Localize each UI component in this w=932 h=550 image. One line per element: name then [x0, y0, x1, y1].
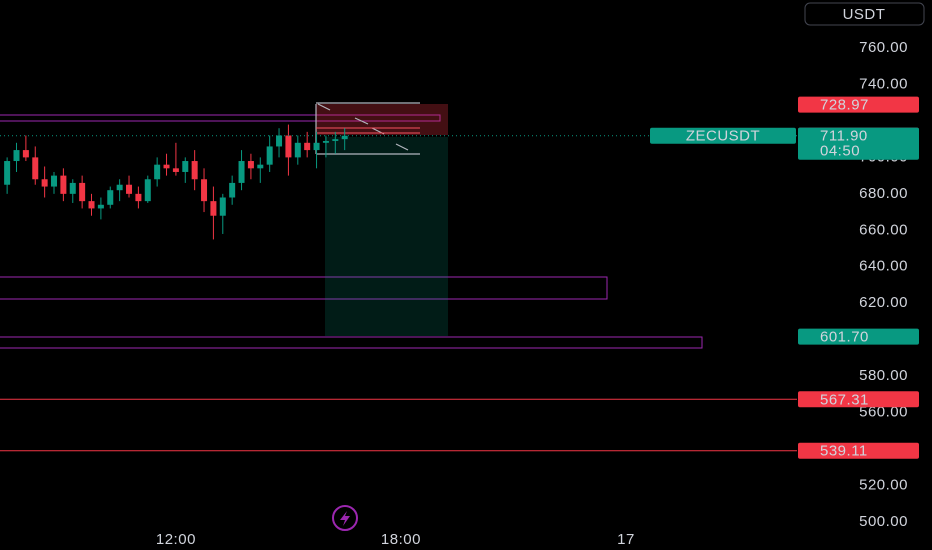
y-tick-label: 640.00	[859, 258, 908, 275]
lightning-icon	[332, 505, 358, 531]
candle-body	[229, 182, 236, 198]
stop-zone	[316, 104, 448, 135]
x-tick-label: 17	[617, 531, 635, 548]
candle-body	[322, 140, 329, 143]
y-tick-label: 660.00	[859, 221, 908, 238]
candle-body	[60, 175, 67, 194]
candle-body	[313, 142, 320, 151]
target-zone	[325, 137, 448, 336]
price-badge	[798, 391, 919, 408]
candle-body	[107, 190, 114, 205]
zone	[0, 276, 608, 300]
candle-body	[154, 164, 161, 180]
candle-body	[191, 161, 198, 180]
candle-body	[51, 175, 58, 187]
candle-body	[163, 164, 170, 169]
price-badge	[798, 328, 919, 345]
candle-body	[266, 146, 273, 165]
symbol-label: ZECUSDT	[686, 128, 760, 145]
candle-body	[182, 161, 189, 172]
candle-body	[88, 201, 95, 209]
currency-label: USDT	[843, 6, 886, 23]
price-badge-label: 539.11	[820, 443, 868, 460]
x-tick-label: 12:00	[156, 531, 196, 548]
candle-body	[116, 184, 123, 191]
y-tick-label: 740.00	[859, 75, 908, 92]
candle-body	[219, 197, 226, 216]
price-badge-label: 728.97	[820, 97, 869, 114]
candle-body	[210, 201, 217, 216]
candle-body	[304, 142, 311, 151]
candle-body	[285, 135, 292, 158]
candle-body	[294, 142, 301, 158]
y-tick-label: 520.00	[859, 477, 908, 494]
last-price-badge	[798, 127, 919, 160]
price-badge	[798, 442, 919, 459]
y-tick-label: 500.00	[859, 513, 908, 530]
y-tick-label: 620.00	[859, 294, 908, 311]
candle-body	[172, 168, 179, 172]
zone	[0, 114, 441, 122]
price-badge	[798, 96, 919, 113]
drawing	[316, 127, 420, 134]
y-tick-label: 680.00	[859, 185, 908, 202]
last-price-label: 711.90	[820, 128, 868, 145]
candle-body	[144, 179, 151, 202]
candle-body	[238, 161, 245, 183]
price-badge-label: 567.31	[820, 391, 869, 408]
candle-body	[97, 204, 104, 209]
candle-body	[79, 182, 86, 202]
currency-button[interactable]	[804, 2, 925, 26]
price-badge-label: 601.70	[820, 329, 869, 346]
candle-body	[69, 182, 76, 194]
countdown-label: 04:50	[820, 143, 860, 160]
zone	[0, 336, 703, 349]
candle-body	[22, 150, 29, 158]
x-tick-label: 18:00	[381, 531, 421, 548]
symbol-badge	[650, 127, 796, 144]
candle-body	[257, 164, 264, 169]
candle-body	[13, 150, 20, 162]
candle-body	[32, 157, 39, 180]
y-tick-label: 560.00	[859, 404, 908, 421]
candle-body	[126, 184, 133, 194]
candle-body	[247, 161, 254, 169]
candle-body	[135, 193, 142, 202]
y-tick-label: 760.00	[859, 39, 908, 56]
candle-body	[201, 179, 208, 202]
y-tick-label: 580.00	[859, 367, 908, 384]
candle-body	[276, 135, 283, 147]
candle-body	[332, 139, 339, 141]
candle-body	[41, 179, 48, 187]
candle-body	[341, 135, 348, 140]
candle-body	[4, 161, 11, 185]
